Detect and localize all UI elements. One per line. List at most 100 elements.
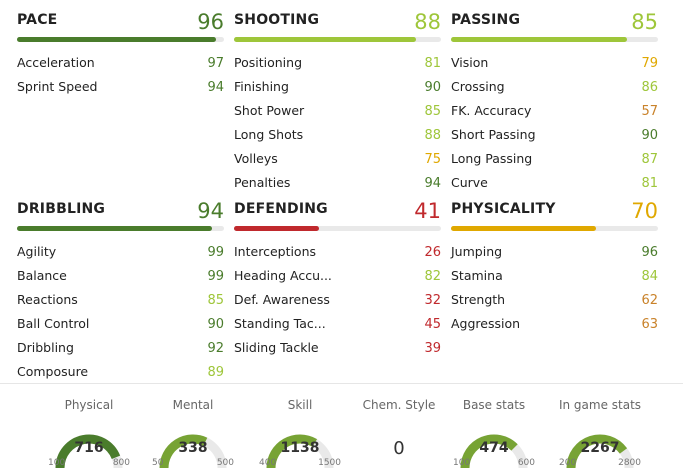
- gauge-max: 2800: [618, 458, 641, 468]
- stat-value: 88: [424, 128, 441, 143]
- stat-row: Shot Power 85: [234, 99, 441, 123]
- category-bar: [17, 37, 224, 42]
- stat-row: Sliding Tackle 39: [234, 336, 441, 360]
- gauge-fill: [460, 434, 518, 469]
- section-divider: [0, 383, 683, 384]
- stat-row: Aggression 63: [451, 312, 658, 336]
- stat-label: Penalties: [234, 175, 291, 190]
- category-bar-fill: [17, 226, 212, 231]
- stat-row: Finishing 90: [234, 75, 441, 99]
- stat-label: Def. Awareness: [234, 292, 330, 307]
- gauge-max: 500: [216, 458, 234, 468]
- gauge: [566, 434, 634, 469]
- stat-row: Stamina 84: [451, 264, 658, 288]
- category-shooting: SHOOTING 88 Positioning 81 Finishing 90 Shot…: [234, 6, 441, 195]
- stat-row: Short Passing 90: [451, 123, 658, 147]
- gauge: [159, 434, 227, 469]
- category-value: 96: [197, 10, 224, 34]
- summary-title: Physical: [64, 398, 114, 412]
- stat-label: Finishing: [234, 79, 289, 94]
- stat-label: Aggression: [451, 316, 521, 331]
- stat-label: Long Shots: [234, 127, 304, 142]
- stat-row: Long Shots 88: [234, 123, 441, 147]
- category-title: PASSING: [451, 12, 521, 28]
- stat-label: Ball Control: [17, 316, 90, 331]
- stat-value: 81: [641, 176, 658, 191]
- chem-style-value: 0: [393, 438, 405, 459]
- stat-row: Dribbling 92: [17, 336, 224, 360]
- category-pace: PACE 96 Acceleration 97 Sprint Speed 94: [17, 6, 224, 99]
- stat-value: 99: [207, 269, 224, 284]
- stat-row: Heading Accu... 82: [234, 264, 441, 288]
- stat-label: Sliding Tackle: [234, 340, 319, 355]
- category-bar: [234, 226, 441, 231]
- stat-value: 94: [207, 80, 224, 95]
- stat-row: Long Passing 87: [451, 147, 658, 171]
- stat-label: Crossing: [451, 79, 505, 94]
- gauge-value: 716: [74, 440, 104, 456]
- stat-value: 32: [424, 293, 441, 308]
- gauge: [55, 434, 123, 469]
- stat-label: Heading Accu...: [234, 268, 332, 283]
- stat-value: 90: [207, 317, 224, 332]
- gauge: [266, 434, 334, 469]
- stat-label: Sprint Speed: [17, 79, 98, 94]
- gauge-min: 100: [48, 458, 66, 468]
- gauge: [460, 434, 528, 469]
- category-bar: [451, 226, 658, 231]
- summary-in-game-stats: In game stats 2267 200 2800: [545, 398, 655, 469]
- category-bar: [451, 37, 658, 42]
- category-header: DEFENDING 41: [234, 195, 441, 231]
- stat-value: 75: [424, 152, 441, 167]
- summary-title: Skill: [287, 398, 313, 412]
- stat-label: Acceleration: [17, 55, 95, 70]
- stat-row: Jumping 96: [451, 240, 658, 264]
- stat-value: 99: [207, 245, 224, 260]
- stat-value: 94: [424, 176, 441, 191]
- gauge-fill: [159, 434, 208, 469]
- gauge-value: 2267: [580, 440, 620, 456]
- stat-list: Positioning 81 Finishing 90 Shot Power 85 Long…: [234, 51, 441, 195]
- gauge-value: 338: [178, 440, 208, 456]
- category-physicality: PHYSICALITY 70 Jumping 96 Stamina 84 Strengt…: [451, 195, 658, 336]
- category-value: 88: [414, 10, 441, 34]
- stat-label: Interceptions: [234, 244, 317, 259]
- stat-row: Crossing 86: [451, 75, 658, 99]
- summary-skill: Skill 1138 400 1500: [245, 398, 355, 469]
- stat-row: Standing Tac... 45: [234, 312, 441, 336]
- stat-value: 89: [207, 365, 224, 380]
- stat-row: Def. Awareness 32: [234, 288, 441, 312]
- stat-list: Agility 99 Balance 99 Reactions 85 Ball Contro…: [17, 240, 224, 384]
- stat-value: 26: [424, 245, 441, 260]
- stat-value: 85: [424, 104, 441, 119]
- category-value: 85: [631, 10, 658, 34]
- stat-row: Composure 89: [17, 360, 224, 384]
- category-bar-fill: [234, 37, 417, 42]
- stat-label: Curve: [451, 175, 488, 190]
- summary-title: Mental: [172, 398, 214, 412]
- gauge-min: 400: [259, 458, 277, 468]
- gauge-min: 200: [559, 458, 577, 468]
- category-bar: [17, 226, 224, 231]
- summary-mental: Mental 338 50 500: [138, 398, 248, 469]
- stat-label: Standing Tac...: [234, 316, 326, 331]
- category-dribbling: DRIBBLING 94 Agility 99 Balance 99 Reactions…: [17, 195, 224, 384]
- stat-label: Reactions: [17, 292, 78, 307]
- stat-value: 90: [424, 80, 441, 95]
- stat-value: 85: [207, 293, 224, 308]
- category-value: 70: [631, 199, 658, 223]
- category-header: PACE 96: [17, 6, 224, 42]
- stat-list: Interceptions 26 Heading Accu... 82 Def. Awa…: [234, 240, 441, 360]
- stat-label: Composure: [17, 364, 89, 379]
- stat-value: 96: [641, 245, 658, 260]
- stat-label: Short Passing: [451, 127, 536, 142]
- stat-value: 81: [424, 56, 441, 71]
- summary-title: Base stats: [462, 398, 526, 412]
- stat-row: Interceptions 26: [234, 240, 441, 264]
- stat-list: Jumping 96 Stamina 84 Strength 62 Aggression 63: [451, 240, 658, 336]
- stat-value: 86: [641, 80, 658, 95]
- stat-label: Shot Power: [234, 103, 305, 118]
- category-title: PHYSICALITY: [451, 201, 556, 217]
- gauge-min: 100: [453, 458, 471, 468]
- stat-label: Volleys: [234, 151, 278, 166]
